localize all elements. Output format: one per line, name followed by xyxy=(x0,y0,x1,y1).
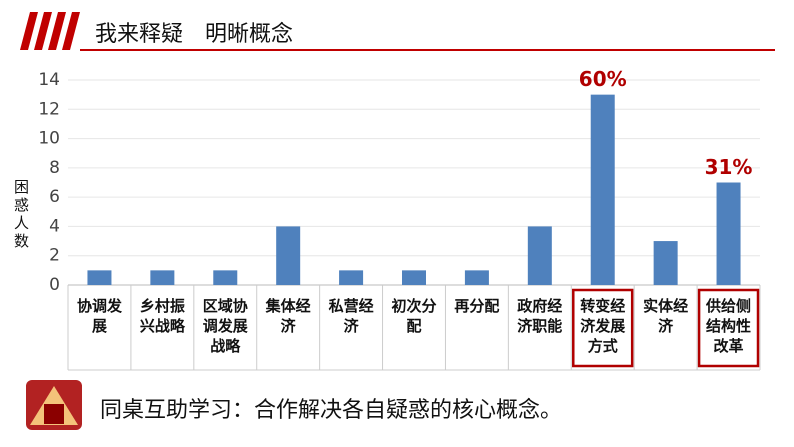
bar xyxy=(276,226,301,285)
y-tick-label: 6 xyxy=(49,187,60,207)
y-axis-label: 困惑人数 xyxy=(14,178,30,250)
bar xyxy=(150,270,175,285)
x-tick-label: 实体经济 xyxy=(643,297,689,335)
header-stripes xyxy=(20,12,80,50)
bar xyxy=(339,270,364,285)
x-tick-label: 政府经济职能 xyxy=(517,297,563,335)
y-tick-label: 2 xyxy=(49,246,60,266)
x-tick-label: 协调发展 xyxy=(76,297,122,335)
footer-icon xyxy=(26,380,82,430)
annotation: 60% xyxy=(579,67,627,91)
x-tick-label: 集体经济 xyxy=(265,297,311,335)
annotation: 31% xyxy=(705,155,753,179)
y-tick-label: 14 xyxy=(38,70,60,90)
highlight-box xyxy=(697,288,760,368)
bar xyxy=(402,270,426,285)
bar xyxy=(87,270,112,285)
x-tick-label: 转变经济发展方式 xyxy=(580,297,626,355)
bar xyxy=(213,270,238,285)
x-tick-label: 区域协调发展战略 xyxy=(202,297,248,355)
bar xyxy=(590,94,615,286)
y-tick-label: 10 xyxy=(38,129,60,149)
footer-text: 同桌互助学习：合作解决各自疑惑的核心概念。 xyxy=(100,398,563,423)
y-tick-label: 4 xyxy=(49,216,60,236)
y-tick-label: 8 xyxy=(49,158,60,178)
y-tick-label: 12 xyxy=(38,99,60,119)
x-tick-label: 乡村振兴战略 xyxy=(139,297,185,335)
bar xyxy=(527,226,552,285)
bar xyxy=(653,241,678,285)
highlight-box xyxy=(572,288,634,368)
bar xyxy=(464,270,489,285)
x-tick-label: 再分配 xyxy=(454,297,500,315)
x-tick-label: 供给侧结构性改革 xyxy=(706,297,752,355)
page-title: 我来释疑 明晰概念 xyxy=(95,22,294,47)
x-tick-label: 私营经济 xyxy=(328,297,374,335)
x-tick-label: 初次分配 xyxy=(391,297,437,335)
bar xyxy=(716,182,741,285)
y-tick-label: 0 xyxy=(49,275,60,295)
